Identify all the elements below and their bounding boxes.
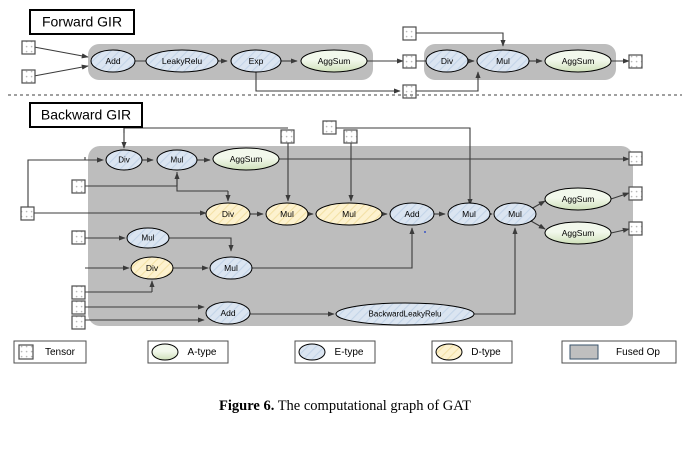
- node-label: Add: [220, 308, 235, 318]
- node-backward-aggsum-3[interactable]: AggSum: [544, 221, 612, 245]
- node-label: Mul: [462, 209, 476, 219]
- node-label: Mul: [508, 209, 522, 219]
- node-label: AggSum: [318, 56, 351, 66]
- node-backward-mul-6[interactable]: Mul: [126, 227, 170, 249]
- forward-gir-section: Add LeakyRelu Exp AggSum Div: [21, 26, 643, 99]
- node-backward-mul-1[interactable]: Mul: [156, 149, 198, 171]
- legend-label: A-type: [188, 347, 217, 358]
- section-title-label: Backward GIR: [41, 107, 131, 123]
- node-backward-mul-2[interactable]: Mul: [265, 202, 309, 226]
- node-backward-add-2[interactable]: Add: [205, 301, 251, 325]
- node-label: AggSum: [230, 154, 263, 164]
- node-backward-mul-4[interactable]: Mul: [447, 202, 491, 226]
- a-type-ellipse-icon: [151, 343, 179, 361]
- tensor-backward-left-5[interactable]: [71, 300, 86, 315]
- node-backward-div-3[interactable]: Div: [130, 256, 174, 280]
- d-type-ellipse-icon: [435, 343, 463, 361]
- node-backward-mul-7[interactable]: Mul: [209, 256, 253, 280]
- node-backward-backwardleakyrelu[interactable]: BackwardLeakyRelu: [335, 302, 475, 326]
- node-label: Mul: [224, 263, 238, 273]
- legend-label: D-type: [471, 347, 501, 358]
- node-label: Mul: [142, 234, 155, 243]
- node-label: AggSum: [562, 194, 595, 204]
- node-backward-aggsum-1[interactable]: AggSum: [212, 147, 280, 171]
- node-backward-aggsum-2[interactable]: AggSum: [544, 187, 612, 211]
- backward-tensors: [20, 120, 643, 330]
- node-forward-aggsum-2[interactable]: AggSum: [544, 49, 612, 73]
- tensor-forward-input-1[interactable]: [21, 40, 36, 55]
- node-label: Div: [222, 209, 235, 219]
- node-label: Div: [118, 156, 130, 165]
- legend-label: E-type: [335, 347, 364, 358]
- node-backward-div-2[interactable]: Div: [205, 202, 251, 226]
- e-type-ellipse-icon: [298, 343, 326, 361]
- figure-caption-text: The computational graph of GAT: [274, 398, 471, 414]
- node-label: Mul: [342, 209, 356, 219]
- node-backward-div-1[interactable]: Div: [105, 149, 143, 171]
- tensor-backward-left-6[interactable]: [71, 315, 86, 330]
- node-forward-div[interactable]: Div: [425, 49, 469, 73]
- tensor-backward-top-1[interactable]: [280, 129, 295, 144]
- tensor-backward-left-4[interactable]: [71, 285, 86, 300]
- legend: Tensor A-type E-type D-type Fused Op: [13, 340, 677, 364]
- tensor-forward-output[interactable]: [628, 54, 643, 69]
- node-label: Add: [404, 209, 419, 219]
- node-label: AggSum: [562, 56, 595, 66]
- tensor-backward-right-2[interactable]: [628, 186, 643, 201]
- backward-nodes: Div Mul AggSum Div Mul: [105, 147, 612, 326]
- tensor-backward-left-2[interactable]: [20, 206, 35, 221]
- node-backward-add-1[interactable]: Add: [389, 202, 435, 226]
- tensor-backward-left-3[interactable]: [71, 230, 86, 245]
- tensor-forward-input-2[interactable]: [21, 69, 36, 84]
- tensor-backward-top-2[interactable]: [322, 120, 337, 135]
- node-label: Add: [105, 56, 120, 66]
- node-label: LeakyRelu: [162, 56, 202, 66]
- node-label: AggSum: [562, 228, 595, 238]
- figure-caption: Figure 6. The computational graph of GAT: [0, 398, 690, 415]
- backward-gir-section: Div Mul AggSum Div Mul: [20, 120, 643, 330]
- tensor-forward-bottom[interactable]: [402, 84, 417, 99]
- node-label: BackwardLeakyRelu: [369, 310, 442, 319]
- node-backward-mul-3[interactable]: Mul: [315, 202, 383, 226]
- stray-dot: [424, 231, 426, 233]
- tensor-backward-left-1[interactable]: [71, 179, 86, 194]
- tensor-backward-right-3[interactable]: [628, 221, 643, 236]
- section-title-forward: Forward GIR: [29, 9, 135, 35]
- tensor-forward-mid[interactable]: [402, 54, 417, 69]
- node-forward-aggsum-1[interactable]: AggSum: [300, 49, 368, 73]
- node-label: Mul: [280, 209, 294, 219]
- node-forward-exp[interactable]: Exp: [230, 49, 282, 73]
- tensor-backward-right-1[interactable]: [628, 151, 643, 166]
- computational-graph-svg: Add LeakyRelu Exp AggSum Div: [8, 9, 682, 364]
- legend-item-fused-op[interactable]: Fused Op: [561, 340, 677, 364]
- node-label: Mul: [171, 156, 184, 165]
- backward-edges: [27, 127, 630, 323]
- node-forward-mul[interactable]: Mul: [476, 49, 530, 73]
- legend-item-tensor[interactable]: Tensor: [13, 340, 87, 364]
- tensor-backward-top-3[interactable]: [343, 129, 358, 144]
- fused-op-swatch-icon: [569, 344, 599, 360]
- legend-label: Fused Op: [616, 347, 660, 358]
- legend-item-e-type[interactable]: E-type: [294, 340, 376, 364]
- forward-tensors: [21, 26, 643, 99]
- figure-caption-number: Figure 6.: [219, 398, 275, 414]
- node-forward-leakyrelu[interactable]: LeakyRelu: [145, 49, 219, 73]
- tensor-icon: [18, 344, 34, 360]
- node-label: Div: [441, 56, 454, 66]
- section-title-backward: Backward GIR: [29, 102, 143, 128]
- node-label: Div: [146, 263, 159, 273]
- legend-item-d-type[interactable]: D-type: [431, 340, 513, 364]
- legend-label: Tensor: [45, 347, 76, 358]
- node-forward-add[interactable]: Add: [90, 49, 136, 73]
- node-label: Exp: [249, 56, 264, 66]
- legend-item-a-type[interactable]: A-type: [147, 340, 229, 364]
- forward-nodes: Add LeakyRelu Exp AggSum Div: [90, 49, 612, 73]
- node-label: Mul: [496, 56, 510, 66]
- tensor-forward-top[interactable]: [402, 26, 417, 41]
- section-title-label: Forward GIR: [42, 14, 122, 30]
- node-backward-mul-5[interactable]: Mul: [493, 202, 537, 226]
